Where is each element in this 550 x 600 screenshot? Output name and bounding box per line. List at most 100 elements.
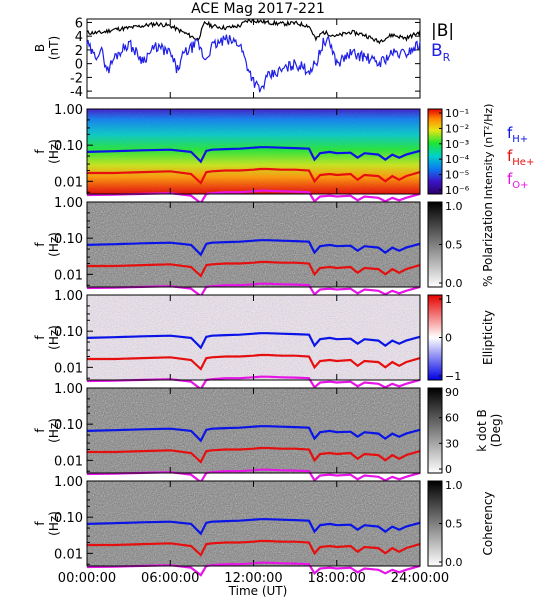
- panel-intensity: 1.00 0.10 0.01 f (Hz) 10⁻¹ 10⁻² 10⁻³ 10⁻⁴ 10⁻⁵ 10⁻…: [33, 103, 534, 205]
- legend-b-r: BR: [431, 41, 451, 64]
- spectrogram-texture: [87, 202, 420, 287]
- ytick-label: 0.01: [54, 268, 83, 283]
- x-axis: 00:00:00 06:00:00 12:00:00 18:00:00 24:00:00: [58, 19, 449, 586]
- b-ytick-label: 6: [75, 16, 83, 31]
- ytick-label: 0.01: [54, 175, 83, 190]
- colorbar-tick-label: 1.0: [445, 200, 463, 213]
- b-ylabel-top: B: [33, 44, 47, 52]
- spectrogram-texture: [87, 295, 420, 380]
- spectrogram-texture: [87, 109, 420, 194]
- colorbar-tick-label: 1.0: [445, 479, 463, 492]
- colorbar-tick-label: 0: [445, 463, 452, 476]
- panel-ylabel-bottom: (Hz): [47, 325, 61, 350]
- colorbar-tick-label: 1: [445, 293, 452, 306]
- xtick-label: 18:00:00: [308, 571, 366, 586]
- ytick-label: 1.00: [54, 475, 83, 490]
- panel-ylabel-bottom: (Hz): [47, 139, 61, 164]
- b-ylabel-bottom: (nT): [47, 36, 61, 60]
- b-ytick-label: -4: [70, 85, 83, 100]
- panel-ylabel-top: f: [33, 335, 47, 340]
- ytick-label: 0.01: [54, 547, 83, 562]
- colorbar-tick-label: 30: [445, 437, 459, 450]
- colorbar-tick-label: 60: [445, 412, 459, 425]
- colorbar-label: Intensity (nT²/Hz): [482, 104, 495, 200]
- colorbar-tick-label: 0.0: [445, 556, 463, 569]
- b-ytick-label: 2: [75, 44, 83, 59]
- ytick-label: 0.10: [54, 139, 83, 154]
- colorbar-tick-label: 10⁻⁴: [445, 153, 470, 166]
- b-plot-frame: [86, 18, 421, 99]
- colorbar-tick-label: 0.5: [445, 518, 463, 531]
- spectrogram-texture: [87, 388, 420, 473]
- spectrogram-texture: [87, 481, 420, 566]
- b-ytick-label: 4: [75, 30, 83, 45]
- x-axis-label: Time (UT): [228, 584, 288, 598]
- ytick-label: 1.00: [54, 103, 83, 118]
- gyro-line-f-he: [87, 353, 421, 371]
- gyro-line-f-o: [86, 375, 421, 391]
- panel-ylabel-top: f: [33, 149, 47, 154]
- ytick-label: 1.00: [54, 382, 83, 397]
- gyro-line-f-h: [86, 518, 421, 536]
- gyro-line-f-h: [86, 332, 421, 350]
- series-b-r-line: [86, 34, 421, 93]
- colorbar-tick-label: 10⁻³: [445, 138, 469, 151]
- colorbar-label: Ellipticity: [481, 310, 495, 365]
- colorbar-tick-label: 0.0: [445, 277, 463, 290]
- panel-ellipticity: 1.00 0.10 0.01 f (Hz) 1 0 −1 Ellipticity: [33, 289, 495, 391]
- b-ytick-label: 0: [75, 58, 83, 73]
- colorbar-tick-label: 0.5: [445, 239, 463, 252]
- colorbar-tick-label: −1: [445, 370, 461, 383]
- panel-k-dot-b: 1.00 0.10 0.01 f (Hz) 90 60 30 0 k dot B (Deg): [33, 382, 503, 484]
- colorbar: [427, 108, 443, 195]
- colorbar-label: Coherency: [481, 491, 495, 555]
- ytick-label: 0.10: [54, 325, 83, 340]
- gyro-line-f-he: [87, 260, 421, 278]
- panel-ylabel-top: f: [33, 242, 47, 247]
- spectrogram-panels: 1.000.100.01f (Hz)10⁻¹10⁻²10⁻³10⁻⁴10⁻⁵10⁻…: [33, 103, 534, 577]
- gyro-line-f-he: [87, 167, 421, 185]
- colorbar-tick-label: 0: [445, 332, 452, 345]
- colorbar-label: % Polarization: [481, 202, 495, 287]
- colorbar-tick-label: 10⁻²: [445, 122, 469, 135]
- colorbar: [427, 387, 443, 474]
- gyro-line-f-o: [86, 468, 421, 484]
- b-ytick-label: -2: [70, 71, 83, 86]
- xtick-label: 06:00:00: [141, 571, 199, 586]
- legend-gyro-o: fO+: [507, 170, 529, 191]
- colorbar-label-unit: (Deg): [489, 414, 503, 448]
- colorbar-tick-label: 90: [445, 386, 459, 399]
- panel--polarization: 1.00 0.10 0.01 f (Hz) 1.0 0.5 0.0 % Polarization: [33, 196, 495, 298]
- gyro-line-f-h: [86, 146, 421, 164]
- gyro-line-f-h: [86, 425, 421, 443]
- ytick-label: 0.01: [54, 361, 83, 376]
- legend-gyro-h: fH+: [507, 124, 528, 145]
- colorbar-tick-label: 10⁻¹: [445, 107, 469, 120]
- panel-coherency: 1.00 0.10 0.01 f (Hz) 1.0 0.5 0.0 Coherency: [33, 475, 495, 577]
- ytick-label: 0.01: [54, 454, 83, 469]
- colorbar-tick-label: 10⁻⁶: [445, 184, 470, 197]
- figure-title: ACE Mag 2017-221: [191, 1, 325, 17]
- gyro-line-f-he: [87, 446, 421, 464]
- ytick-label: 1.00: [54, 289, 83, 304]
- xtick-label: 24:00:00: [391, 571, 449, 586]
- colorbar-tick-label: 10⁻⁵: [445, 169, 469, 182]
- panel-ylabel-bottom: (Hz): [47, 418, 61, 443]
- panel-ylabel-top: f: [33, 521, 47, 526]
- legend-gyro-he: fHe+: [507, 147, 534, 168]
- colorbar-label: k dot B: [475, 409, 489, 451]
- gyro-line-f-o: [86, 561, 421, 577]
- legend-b-total: |B|: [431, 21, 454, 41]
- gyro-line-f-he: [87, 539, 421, 557]
- gyro-line-f-h: [86, 239, 421, 257]
- panel-ylabel-bottom: (Hz): [47, 511, 61, 536]
- xtick-label: 00:00:00: [58, 571, 116, 586]
- xtick-label: 12:00:00: [224, 571, 282, 586]
- ytick-label: 0.10: [54, 511, 83, 526]
- ytick-label: 0.10: [54, 418, 83, 433]
- gyro-line-f-o: [86, 189, 421, 205]
- panel-ylabel-top: f: [33, 428, 47, 433]
